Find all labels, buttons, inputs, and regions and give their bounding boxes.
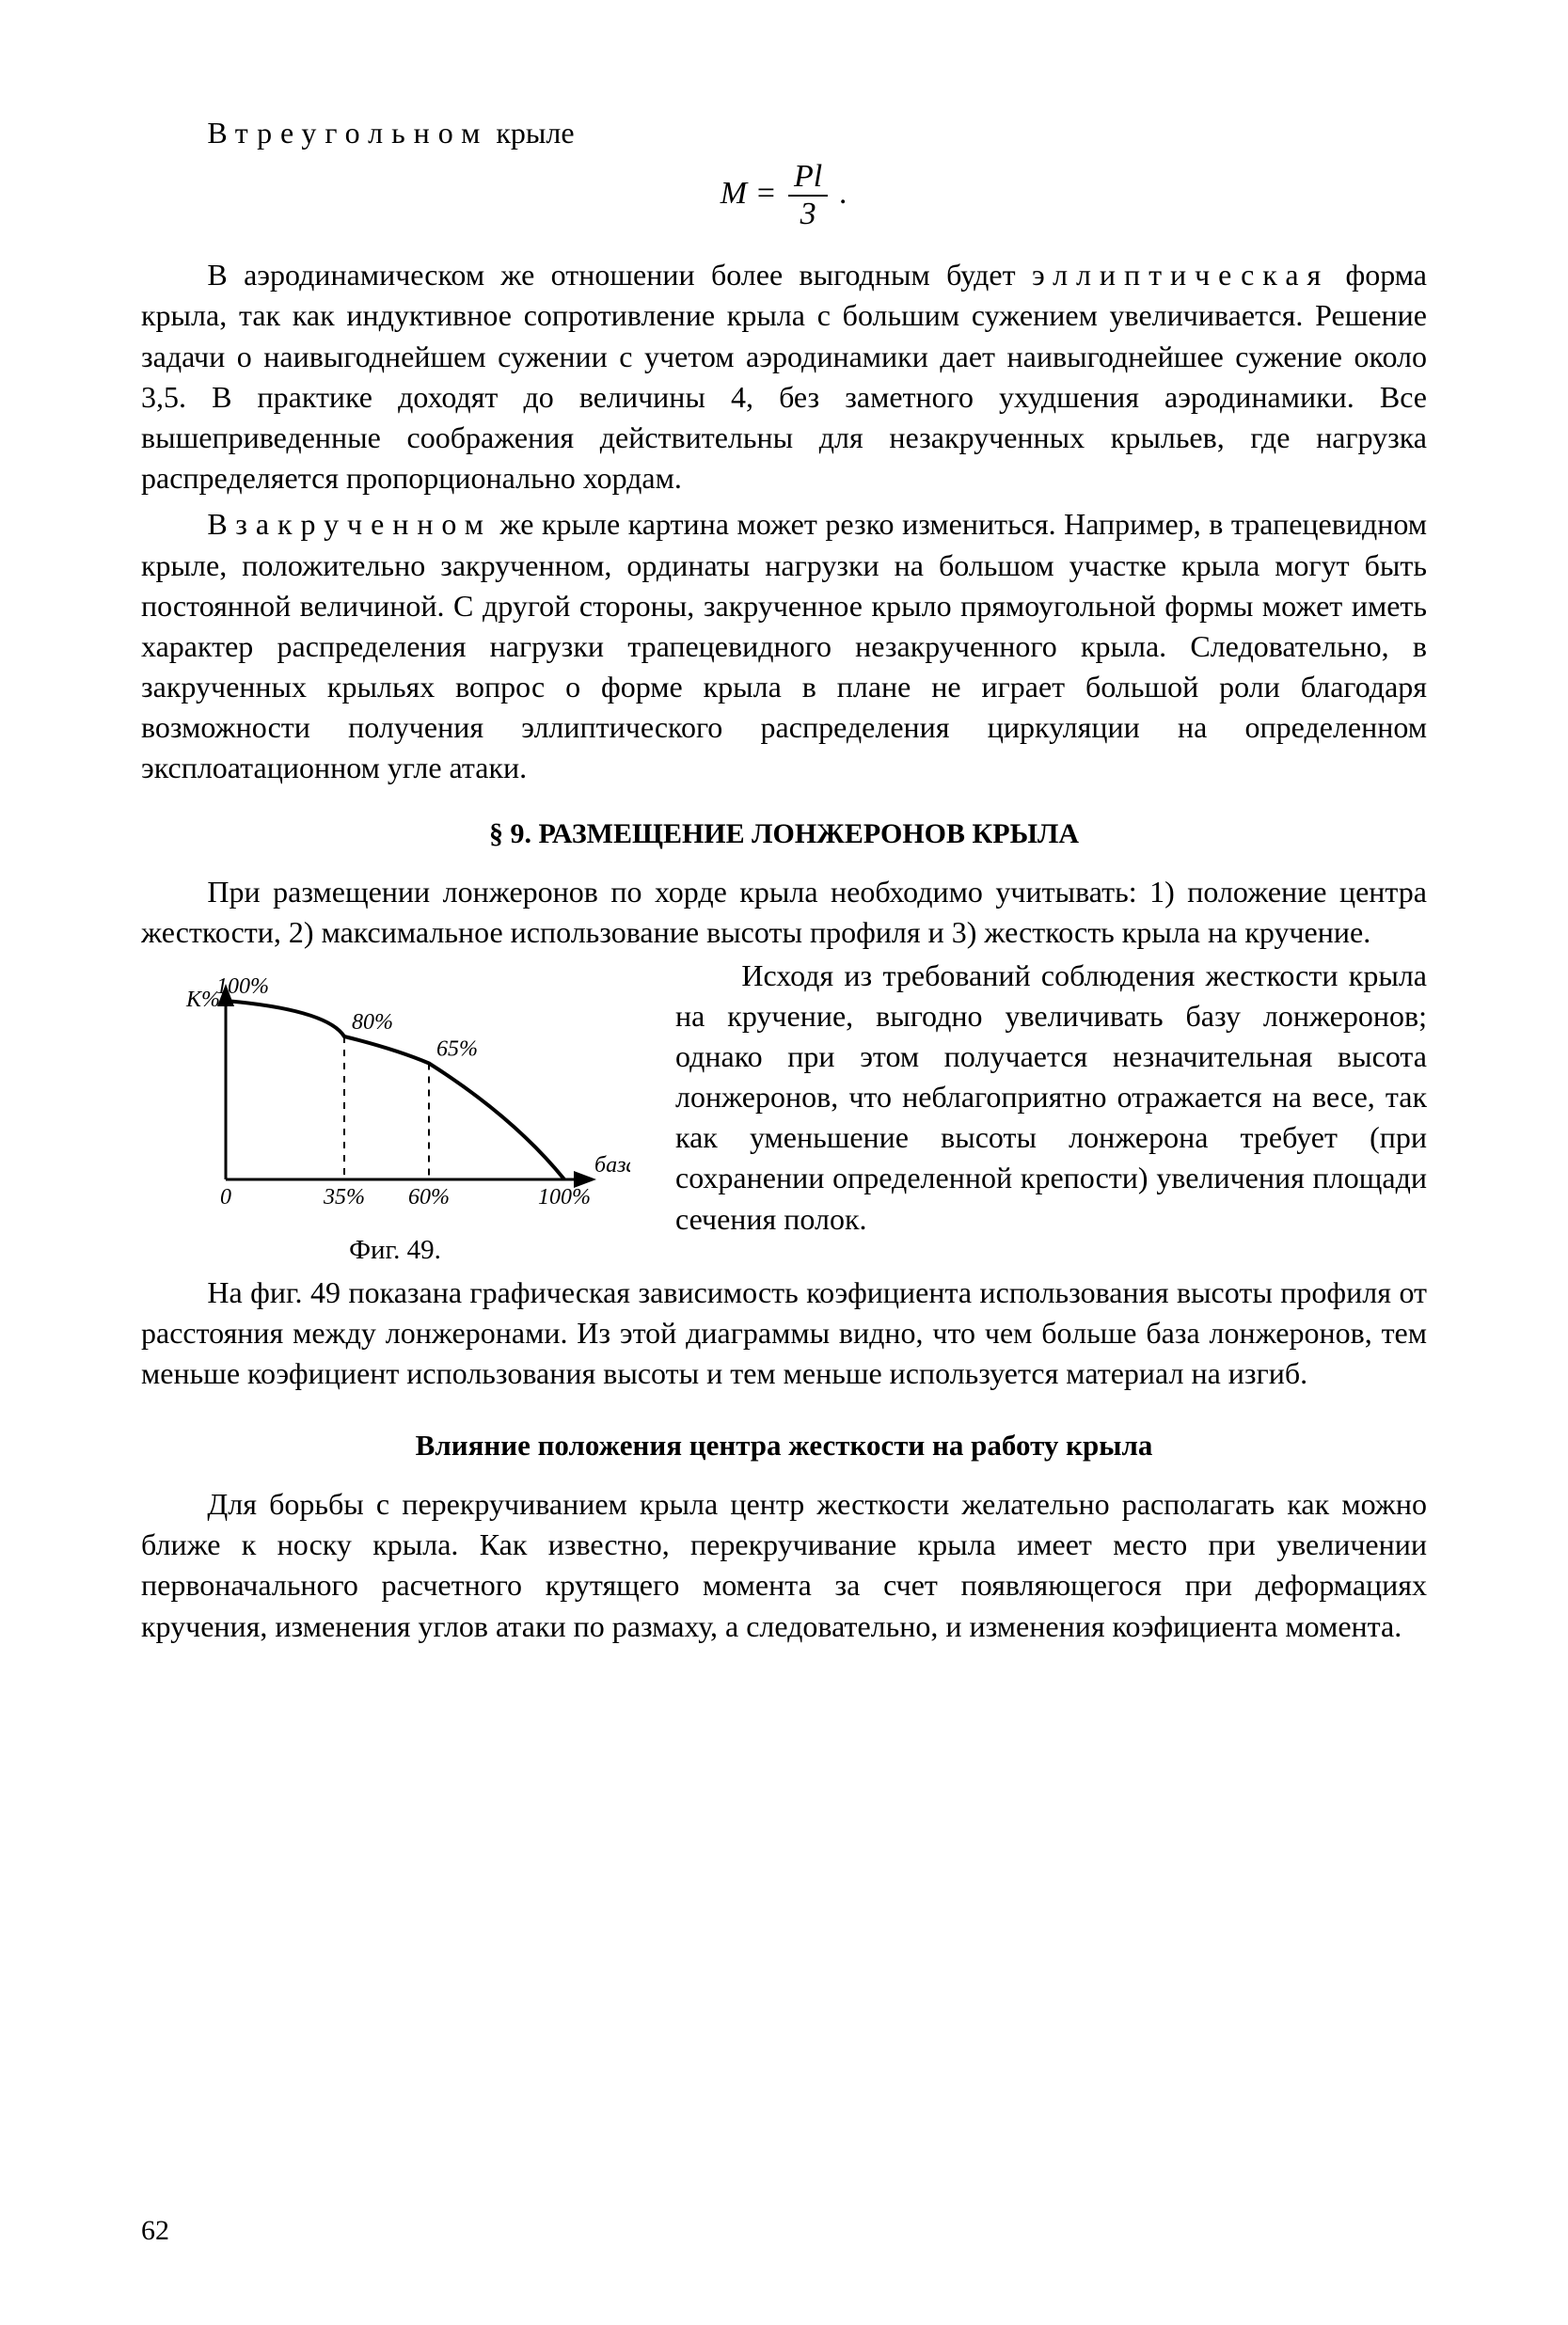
intro-prefix: В <box>207 116 234 150</box>
svg-text:35%: 35% <box>323 1185 365 1210</box>
svg-text:65%: 65% <box>436 1036 478 1061</box>
formula-lhs: M <box>721 176 747 211</box>
svg-text:0: 0 <box>220 1185 231 1210</box>
svg-text:100%: 100% <box>538 1185 591 1210</box>
para-placement-intro: При размещении лонжеронов по хорде крыла… <box>141 872 1427 953</box>
intro-spaced: треугольном <box>235 116 489 150</box>
intro-line: В треугольном крыле <box>141 113 1427 153</box>
subsection-heading: Влияние положения центра жесткости на ра… <box>141 1426 1427 1465</box>
svg-text:60%: 60% <box>408 1185 450 1210</box>
para-fig49-ref: На фиг. 49 показана графическая зависимо… <box>141 1273 1427 1395</box>
formula-tail: . <box>832 176 847 211</box>
formula-eq: = <box>755 176 777 211</box>
svg-text:80%: 80% <box>352 1010 393 1035</box>
para-twisted: В закрученном же крыле картина может рез… <box>141 504 1427 788</box>
figure-text-wrap: При размещении лонжеронов по хорде крыла… <box>141 872 1427 1400</box>
svg-text:100%: 100% <box>216 974 269 999</box>
formula-fraction: Pl 3 <box>788 161 828 230</box>
p1a: В аэродинамическом же отношении более вы… <box>207 258 1032 292</box>
para-aero: В аэродинамическом же отношении более вы… <box>141 255 1427 498</box>
p1b: форма крыла, так как индуктивное сопроти… <box>141 258 1427 495</box>
p2-spaced: закрученном <box>235 507 492 541</box>
figure-49-caption: Фиг. 49. <box>141 1232 649 1269</box>
section-heading: § 9. РАЗМЕЩЕНИЕ ЛОНЖЕРОНОВ КРЫЛА <box>141 815 1427 854</box>
page-container: В треугольном крыле M = Pl 3 . В аэродин… <box>0 0 1568 2325</box>
para-stiffness-center: Для борьбы с перекручиванием крыла центр… <box>141 1484 1427 1647</box>
svg-text:база: база <box>594 1153 630 1178</box>
svg-text:К%: К% <box>185 988 220 1012</box>
formula-num: Pl <box>788 161 828 197</box>
formula-den: 3 <box>788 197 828 230</box>
formula-moment: M = Pl 3 . <box>141 161 1427 230</box>
intro-suffix: крыле <box>488 116 574 150</box>
page-number: 62 <box>141 2212 169 2251</box>
figure-49-svg: 100%80%65%035%60%100%К%база <box>160 963 630 1226</box>
p2b: же крыле картина может резко измениться.… <box>141 507 1427 784</box>
figure-49: 100%80%65%035%60%100%К%база Фиг. 49. <box>141 963 649 1269</box>
p1-spaced: эллип­тическая <box>1032 258 1329 292</box>
p2a: В <box>207 507 235 541</box>
